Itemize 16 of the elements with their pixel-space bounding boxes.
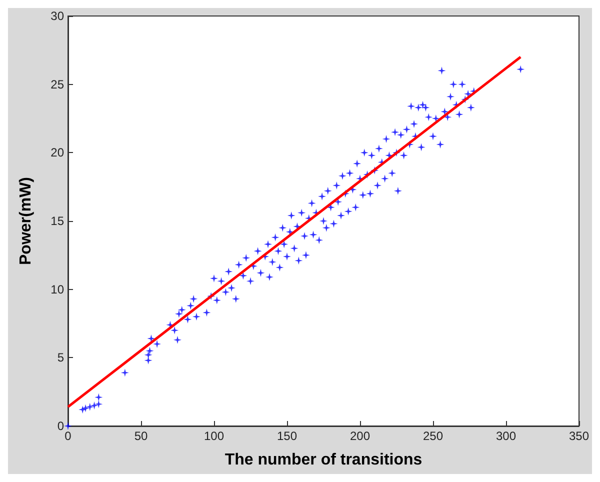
y-tick-label: 20	[50, 146, 64, 160]
y-tick-label: 30	[50, 9, 64, 23]
x-axis-title: The number of transitions	[224, 452, 422, 468]
x-tick-label: 250	[422, 429, 444, 443]
x-tick-label: 50	[134, 429, 148, 443]
x-tick-label: 300	[496, 429, 516, 443]
x-tick-label: 150	[276, 429, 298, 443]
y-tick-label: 0	[57, 419, 64, 433]
y-tick-label: 25	[50, 77, 64, 92]
y-tick-label: 10	[50, 282, 64, 296]
y-tick-label: 15	[50, 214, 64, 228]
y-tick-label: 5	[57, 350, 64, 365]
x-tick-label: 100	[204, 429, 224, 443]
y-axis-title: Power(mW)	[18, 177, 34, 265]
x-tick-label: 200	[350, 429, 370, 443]
x-tick-label: 350	[568, 429, 590, 443]
